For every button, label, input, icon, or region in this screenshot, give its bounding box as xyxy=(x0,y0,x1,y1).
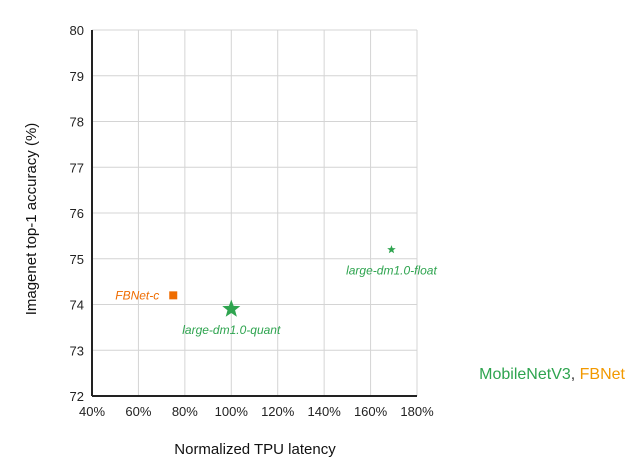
point-label-FBNet-c: FBNet-c xyxy=(115,288,159,302)
point-label-large-dm1.0-quant: large-dm1.0-quant xyxy=(182,323,281,337)
y-tick-label: 79 xyxy=(70,69,84,84)
y-tick-label: 74 xyxy=(70,298,84,313)
grid-lines xyxy=(92,29,418,396)
y-tick-label: 76 xyxy=(70,206,84,221)
legend: MobileNetV3, FBNet xyxy=(479,366,625,384)
point-large-dm1.0-float xyxy=(387,245,396,254)
y-axis-title: Imagenet top-1 accuracy (%) xyxy=(23,123,40,316)
x-tick-label: 180% xyxy=(400,404,434,419)
y-tick-label: 75 xyxy=(70,252,84,267)
x-tick-label: 160% xyxy=(354,404,388,419)
x-tick-label: 140% xyxy=(308,404,342,419)
x-axis-title: Normalized TPU latency xyxy=(174,441,336,458)
x-tick-label: 60% xyxy=(125,404,151,419)
x-tick-label: 40% xyxy=(79,404,105,419)
legend-separator: , xyxy=(570,366,580,383)
x-tick-label: 100% xyxy=(215,404,249,419)
y-tick-label: 72 xyxy=(70,389,84,404)
axes xyxy=(91,30,417,397)
y-tick-label: 77 xyxy=(70,160,84,175)
point-large-dm1.0-quant xyxy=(222,299,241,317)
y-tick-label: 80 xyxy=(70,23,84,38)
point-FBNet-c xyxy=(169,291,178,300)
legend-item-fbnet: FBNet xyxy=(579,366,625,383)
x-tick-labels: 40% 60% 80% 100% 120% 140% 160% 180% xyxy=(79,404,434,419)
x-tick-label: 80% xyxy=(172,404,198,419)
y-tick-label: 73 xyxy=(70,343,84,358)
y-tick-labels: 72 73 74 75 76 77 78 79 80 xyxy=(70,23,84,404)
data-points: large-dm1.0-quant large-dm1.0-float FBNet-… xyxy=(115,245,437,337)
y-tick-label: 78 xyxy=(70,115,84,130)
point-label-large-dm1.0-float: large-dm1.0-float xyxy=(346,264,437,278)
x-tick-label: 120% xyxy=(261,404,295,419)
legend-item-mobilenetv3: MobileNetV3 xyxy=(479,366,571,383)
